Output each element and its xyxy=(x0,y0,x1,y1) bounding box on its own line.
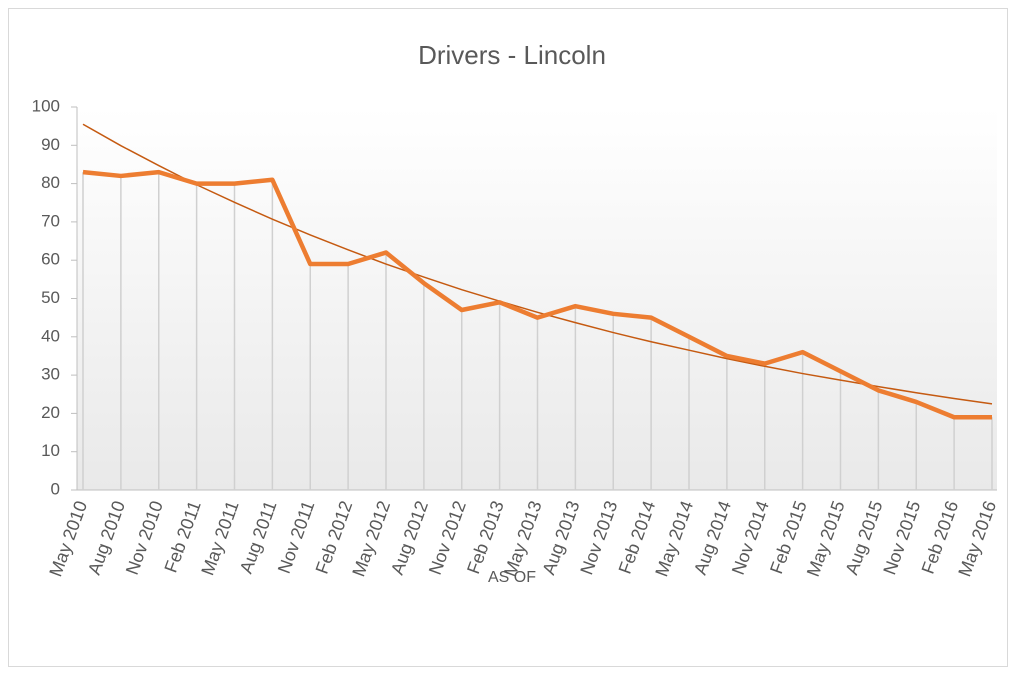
y-tick-label: 50 xyxy=(41,288,60,307)
y-tick-label: 0 xyxy=(51,479,60,498)
y-tick-label: 40 xyxy=(41,326,60,345)
y-tick-label: 70 xyxy=(41,211,60,230)
x-axis-title: AS OF xyxy=(488,569,536,586)
y-tick-label: 10 xyxy=(41,441,60,460)
chart-title: Drivers - Lincoln xyxy=(418,40,606,70)
y-tick-label: 80 xyxy=(41,173,60,192)
trendline xyxy=(82,123,993,405)
series-line xyxy=(82,169,992,420)
y-tick-label: 100 xyxy=(32,96,60,115)
y-tick-label: 30 xyxy=(41,365,60,384)
y-tick-label: 90 xyxy=(41,135,60,154)
y-tick-label: 20 xyxy=(41,403,60,422)
y-tick-label: 60 xyxy=(41,250,60,269)
